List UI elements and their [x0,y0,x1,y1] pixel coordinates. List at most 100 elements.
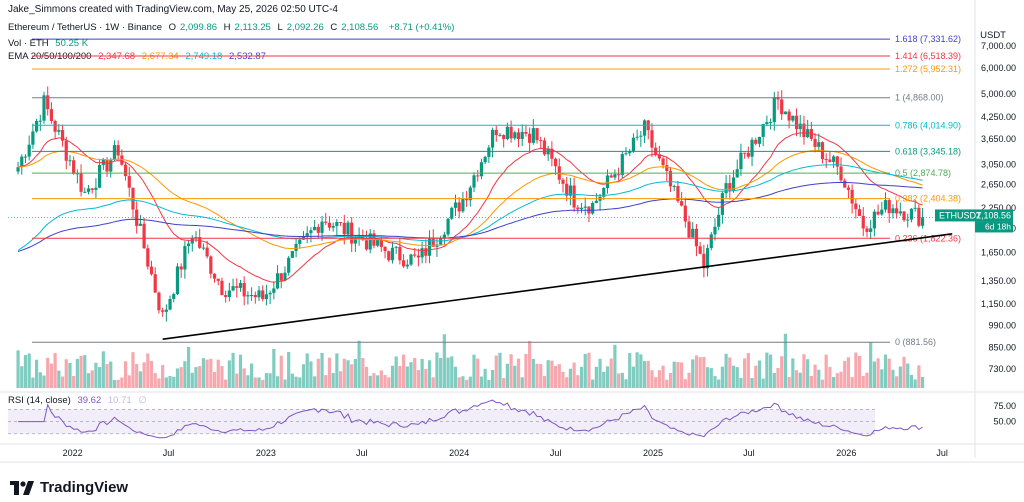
candle-body [420,248,424,258]
candle-body [754,139,758,144]
ema200-value: 2,532.87 [228,51,266,62]
volume-bar [316,358,320,388]
volume-bar [90,370,94,388]
volume-bar [591,379,595,388]
candle-body [279,273,283,281]
candle-body [657,154,661,159]
volume-bar [594,366,598,388]
volume-bar [524,353,528,388]
ema20-value: 2,347.68 [98,51,136,62]
volume-bar [201,358,206,388]
candle-body [628,151,632,154]
symbol-legend[interactable]: Ethereum / TetherUS · 1W · Binance O 2,09… [8,22,462,33]
support-trendline [162,233,953,341]
volume-bar [613,344,617,388]
ohlc-value-l: 2,092.26 [286,22,324,33]
volume-bar [23,355,28,388]
candle-body [787,111,791,121]
volume-bar [331,373,335,388]
ema-legend[interactable]: EMA 20/50/100/200 2,347.68 2,677.34 2,74… [8,51,270,62]
candles [16,86,925,388]
candle-body [23,156,28,158]
candle-body [717,214,721,227]
volume-bar [49,363,54,388]
volume-bar [98,367,102,388]
price-tick-label: 5,000.00 [981,89,1016,99]
fib-level-label: 0.236 (1,822.36) [895,233,961,243]
price-tag-symbol: ETHUSDT [939,210,982,220]
candle-body [705,248,710,269]
volume-label[interactable]: Vol · ETH [8,38,49,49]
volume-bar [772,372,776,388]
candle-body [149,266,154,275]
volume-bar [264,373,269,388]
volume-bar [528,341,532,388]
ohlc-value-o: 2,099.86 [180,22,218,33]
volume-bar [724,353,728,388]
volume-bar [731,365,736,388]
candle-body [324,221,328,223]
volume-bar [576,375,580,388]
volume-bar [242,368,246,388]
volume-bar [787,377,791,388]
volume-bar [505,363,509,388]
volume-bar [628,353,632,388]
candle-body [309,230,313,234]
candle-body [565,183,569,196]
rsi-label[interactable]: RSI (14, close) [8,395,71,406]
volume-bar [224,379,228,388]
candle-body [832,156,836,162]
rsi-empty-icon: ∅ [138,395,147,406]
ema-label[interactable]: EMA 20/50/100/200 [8,51,92,62]
candle-body [331,225,335,228]
candle-body [31,131,35,145]
candle-body [242,282,246,297]
candle-body [865,228,869,232]
volume-bar [75,358,79,388]
volume-bar [602,371,606,388]
candle-body [639,135,643,137]
candle-body [613,174,617,178]
volume-bar [920,376,925,388]
volume-bar [743,358,747,388]
volume-bar [843,360,847,388]
volume-bar [68,362,72,388]
candle-body [68,160,72,162]
candle-body [253,295,257,298]
candle-body [246,295,250,297]
volume-bar [320,352,324,388]
candle-body [209,256,213,274]
volume-bar [902,356,906,388]
symbol-title[interactable]: Ethereum / TetherUS · 1W · Binance [8,22,162,33]
candle-body [791,115,795,121]
volume-bar [183,361,187,388]
volume-bar [405,366,409,388]
volume-bar [379,370,383,388]
candle-body [509,126,513,139]
price-tag-symbol-box [935,209,1013,222]
volume-bar [361,357,365,388]
rsi-legend[interactable]: RSI (14, close) 39.62 10.71 ∅ [8,395,151,406]
volume-bar [891,369,895,388]
candle-body [906,219,910,221]
volume-bar [587,352,591,388]
candle-body [146,248,150,267]
candle-body [261,290,265,300]
volume-bar [409,362,413,388]
volume-bar [883,354,888,388]
price-tick-label: 1,350.00 [981,276,1016,286]
volume-bar [494,355,498,388]
volume-bar [157,378,161,388]
candle-body [528,133,532,143]
volume-bar [86,373,91,388]
volume-bar [876,358,880,388]
volume-bar [209,358,213,388]
volume-bar [835,373,839,388]
volume-bar [427,360,432,388]
volume-bar [880,369,884,388]
volume-legend[interactable]: Vol · ETH 50.25 K [8,38,92,49]
price-tag-countdown-box [975,221,1013,233]
ohlc-value-c: 2,108.56 [341,22,379,33]
candle-body [465,199,469,201]
